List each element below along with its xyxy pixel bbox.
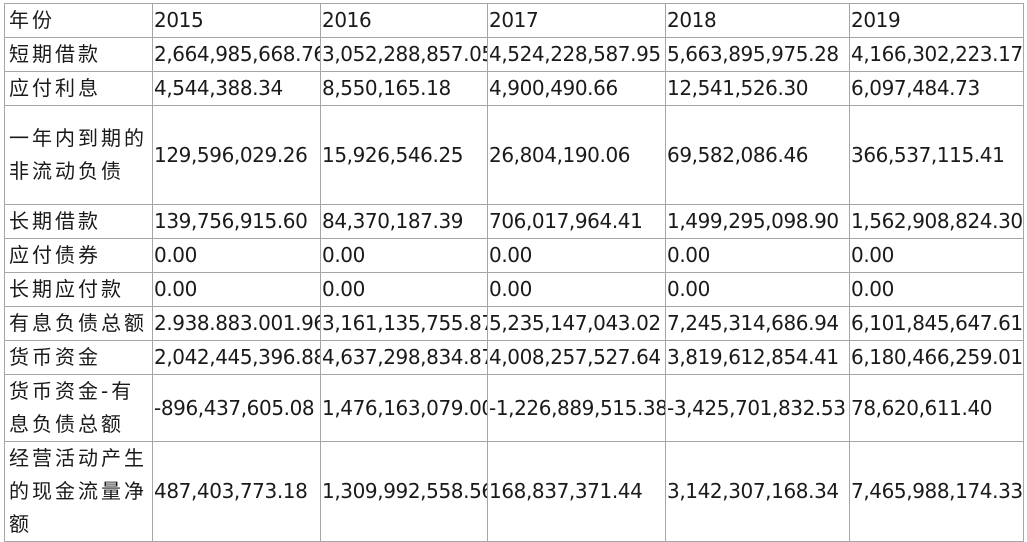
value-cell: 4,637,298,834.87 <box>320 340 488 375</box>
year-header-cell: 2018 <box>665 3 850 38</box>
value-cell: 3,161,135,755.87 <box>320 306 488 341</box>
value-cell: 129,596,029.26 <box>152 105 321 205</box>
value-cell: 84,370,187.39 <box>320 204 488 239</box>
value-cell: 3,052,288,857.05 <box>320 37 488 72</box>
year-header-cell: 2017 <box>487 3 666 38</box>
value-cell: 1,499,295,098.90 <box>665 204 850 239</box>
financial-table: 年份 2015 2016 2017 2018 2019 短期借款 2,664,9… <box>4 3 1024 542</box>
value-cell: 7,245,314,686.94 <box>665 306 850 341</box>
value-cell: 78,620,611.40 <box>849 374 1024 442</box>
value-cell: 366,537,115.41 <box>849 105 1024 205</box>
value-cell: 69,582,086.46 <box>665 105 850 205</box>
value-cell: 2,042,445,396.88 <box>152 340 321 375</box>
value-cell: 4,524,228,587.95 <box>487 37 666 72</box>
value-cell: 1,309,992,558.56 <box>320 441 488 542</box>
value-cell: 168,837,371.44 <box>487 441 666 542</box>
value-cell: 2,664,985,668.76 <box>152 37 321 72</box>
value-cell: 7,465,988,174.33 <box>849 441 1024 542</box>
row-label-cell: 货币资金 <box>4 340 153 375</box>
row-label-cell: 应付利息 <box>4 71 153 106</box>
value-cell: 5,235,147,043.02 <box>487 306 666 341</box>
row-label-cell: 有息负债总额 <box>4 306 153 341</box>
row-label-cell: 货币资金-有息负债总额 <box>4 374 153 442</box>
value-cell: 1,476,163,079.00 <box>320 374 488 442</box>
row-label-cell: 应付债券 <box>4 238 153 273</box>
row-label-cell: 短期借款 <box>4 37 153 72</box>
value-cell: 0.00 <box>320 238 488 273</box>
table-row: 长期应付款 0.00 0.00 0.00 0.00 0.00 <box>4 272 1024 307</box>
year-header-cell: 2016 <box>320 3 488 38</box>
value-cell: 6,097,484.73 <box>849 71 1024 106</box>
header-row: 年份 2015 2016 2017 2018 2019 <box>4 3 1024 38</box>
value-cell: 0.00 <box>152 272 321 307</box>
value-cell: 15,926,546.25 <box>320 105 488 205</box>
value-cell: 0.00 <box>152 238 321 273</box>
value-cell: 0.00 <box>849 272 1024 307</box>
table-row: 经营活动产生的现金流量净额 487,403,773.18 1,309,992,5… <box>4 441 1024 542</box>
value-cell: 6,101,845,647.61 <box>849 306 1024 341</box>
value-cell: 487,403,773.18 <box>152 441 321 542</box>
value-cell: -1,226,889,515.38 <box>487 374 666 442</box>
table-row: 应付债券 0.00 0.00 0.00 0.00 0.00 <box>4 238 1024 273</box>
value-cell: 4,544,388.34 <box>152 71 321 106</box>
year-header-cell: 2015 <box>152 3 321 38</box>
table-row: 应付利息 4,544,388.34 8,550,165.18 4,900,490… <box>4 71 1024 106</box>
header-label-cell: 年份 <box>4 3 153 38</box>
value-cell: 5,663,895,975.28 <box>665 37 850 72</box>
row-label-cell: 长期借款 <box>4 204 153 239</box>
value-cell: 0.00 <box>849 238 1024 273</box>
value-cell: 0.00 <box>487 272 666 307</box>
row-label-cell: 经营活动产生的现金流量净额 <box>4 441 153 542</box>
value-cell: 1,562,908,824.30 <box>849 204 1024 239</box>
value-cell: 0.00 <box>320 272 488 307</box>
value-cell: 2.938.883.001.96 <box>152 306 321 341</box>
table-row: 有息负债总额 2.938.883.001.96 3,161,135,755.87… <box>4 306 1024 341</box>
value-cell: 139,756,915.60 <box>152 204 321 239</box>
value-cell: 3,819,612,854.41 <box>665 340 850 375</box>
table-row: 长期借款 139,756,915.60 84,370,187.39 706,01… <box>4 204 1024 239</box>
row-label-cell: 一年内到期的非流动负债 <box>4 105 153 205</box>
table-row: 短期借款 2,664,985,668.76 3,052,288,857.05 4… <box>4 37 1024 72</box>
table-row: 一年内到期的非流动负债 129,596,029.26 15,926,546.25… <box>4 105 1024 205</box>
value-cell: 12,541,526.30 <box>665 71 850 106</box>
value-cell: -896,437,605.08 <box>152 374 321 442</box>
row-label-cell: 长期应付款 <box>4 272 153 307</box>
value-cell: 0.00 <box>665 238 850 273</box>
table-row: 货币资金 2,042,445,396.88 4,637,298,834.87 4… <box>4 340 1024 375</box>
value-cell: 26,804,190.06 <box>487 105 666 205</box>
value-cell: 6,180,466,259.01 <box>849 340 1024 375</box>
value-cell: 8,550,165.18 <box>320 71 488 106</box>
value-cell: 4,008,257,527.64 <box>487 340 666 375</box>
value-cell: 3,142,307,168.34 <box>665 441 850 542</box>
value-cell: 0.00 <box>665 272 850 307</box>
value-cell: 706,017,964.41 <box>487 204 666 239</box>
value-cell: -3,425,701,832.53 <box>665 374 850 442</box>
value-cell: 4,166,302,223.17 <box>849 37 1024 72</box>
value-cell: 0.00 <box>487 238 666 273</box>
year-header-cell: 2019 <box>849 3 1024 38</box>
value-cell: 4,900,490.66 <box>487 71 666 106</box>
table-row: 货币资金-有息负债总额 -896,437,605.08 1,476,163,07… <box>4 374 1024 442</box>
